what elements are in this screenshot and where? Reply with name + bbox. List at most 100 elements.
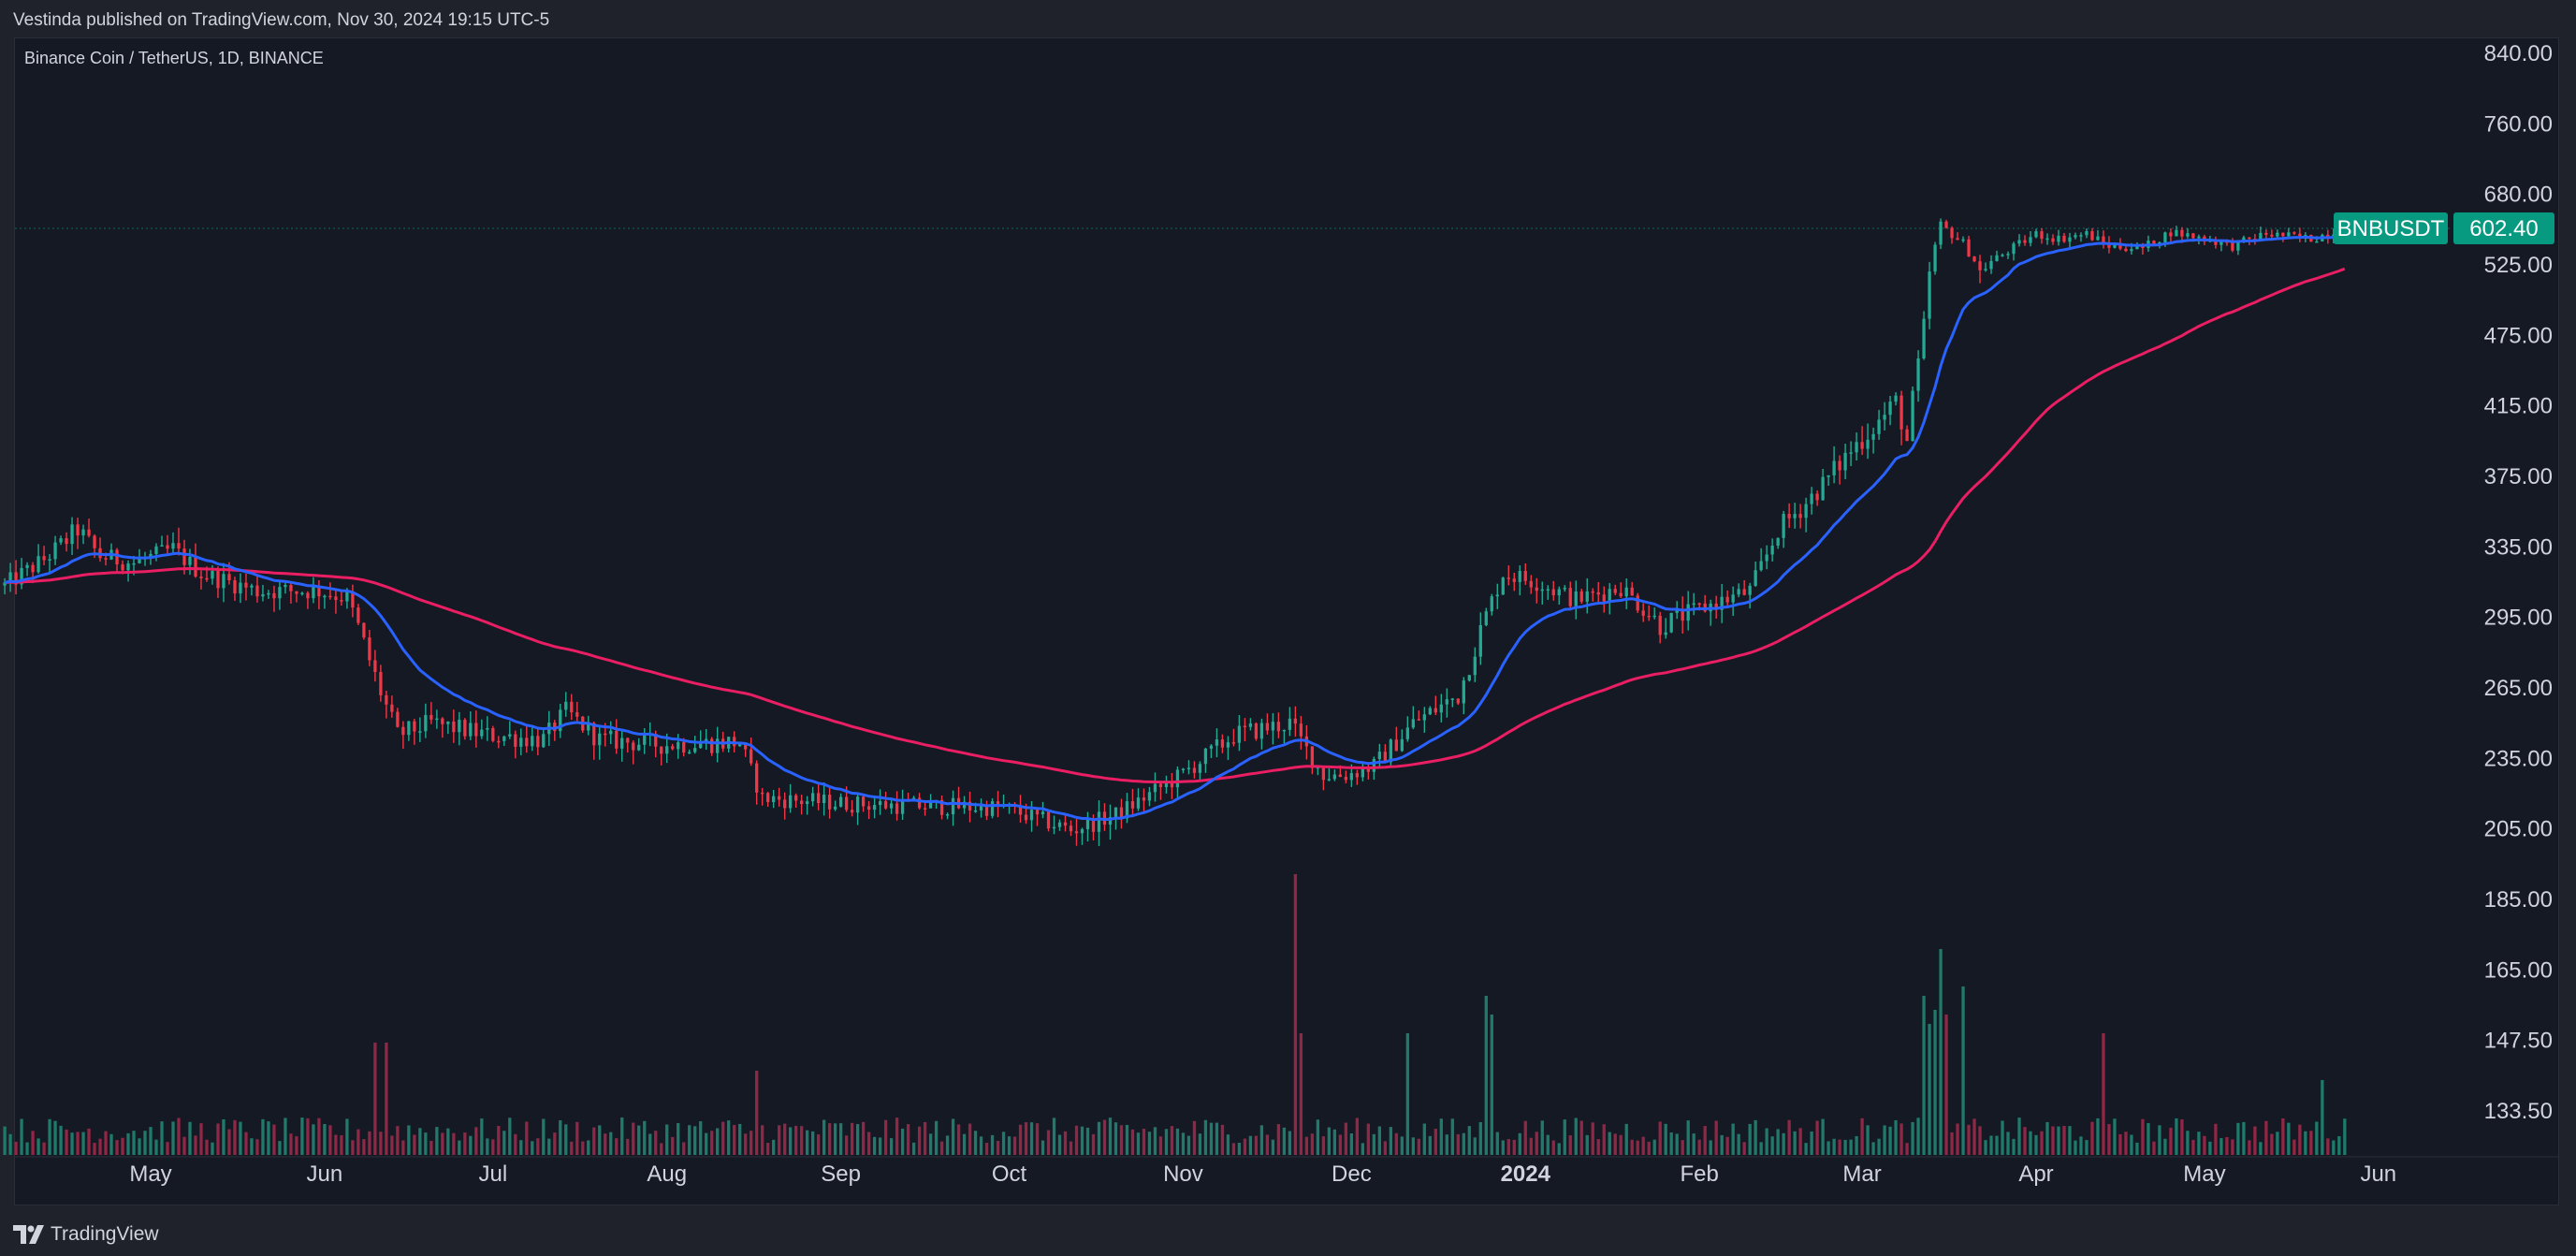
volume-bar — [1877, 1138, 1881, 1155]
volume-bar — [1377, 1126, 1381, 1155]
candle-body — [1995, 255, 1999, 261]
volume-bar — [1883, 1125, 1886, 1155]
candle-body — [323, 595, 327, 598]
candle-body — [70, 524, 74, 545]
candle-body — [660, 746, 663, 754]
candle-body — [1798, 514, 1802, 518]
volume-bar — [1389, 1127, 1392, 1155]
volume-bar — [1551, 1140, 1555, 1155]
time-tick-label: Jun — [307, 1161, 343, 1187]
volume-bar — [1995, 1135, 1999, 1155]
candlestick-chart[interactable]: 840.00 760.00 680.00 525.00 475.00 415.00 375.… — [0, 0, 2576, 1213]
volume-bar — [81, 1132, 85, 1155]
volume-bar — [1832, 1138, 1836, 1155]
volume-bar — [2029, 1131, 2032, 1155]
candle-body — [2315, 241, 2319, 243]
volume-bar — [1641, 1136, 1645, 1155]
volume-bar — [1293, 874, 1298, 1155]
candle-body — [1933, 244, 1937, 272]
candle-body — [2175, 229, 2178, 237]
candle-body — [984, 804, 989, 816]
candle-body — [2079, 235, 2083, 237]
time-tick-label: Mar — [1842, 1161, 1881, 1187]
tradingview-branding[interactable]: TradingView — [13, 1219, 159, 1250]
candle-body — [138, 559, 141, 563]
candle-body — [469, 723, 473, 737]
candle-body — [1608, 589, 1611, 602]
volume-bar — [866, 1132, 871, 1155]
candle-body — [76, 524, 80, 536]
candle-body — [1276, 722, 1281, 732]
volume-bar — [1282, 1127, 1287, 1155]
volume-bar — [1821, 1118, 1825, 1155]
volume-bar — [289, 1133, 293, 1155]
volume-bar — [575, 1121, 579, 1155]
candle-body — [1675, 609, 1679, 613]
candle-body — [850, 810, 854, 813]
time-tick-label: May — [129, 1161, 171, 1187]
volume-bar — [1776, 1129, 1780, 1155]
candle-body — [744, 743, 748, 750]
volume-bar — [1563, 1119, 1566, 1155]
volume-bar — [559, 1120, 562, 1155]
candle-body — [1248, 723, 1253, 727]
volume-bar — [1490, 1015, 1493, 1155]
candle-body — [1658, 615, 1662, 635]
volume-bar — [2102, 1033, 2105, 1155]
volume-bar — [222, 1118, 226, 1155]
volume-bar — [637, 1125, 641, 1155]
candle-body — [373, 660, 377, 673]
candle-body — [2298, 233, 2302, 238]
volume-bar — [429, 1140, 433, 1155]
candle-body — [519, 738, 523, 747]
candle-body — [261, 594, 265, 597]
volume-bar — [1664, 1123, 1667, 1155]
time-tick-label: Feb — [1680, 1161, 1718, 1187]
candle-body — [1518, 571, 1521, 582]
volume-bar — [2141, 1118, 2145, 1155]
candle-body — [2214, 240, 2218, 245]
candle-body — [1596, 591, 1600, 595]
price-tick-label: 475.00 — [2484, 323, 2553, 348]
candle-body — [1506, 577, 1510, 579]
volume-bar — [2253, 1126, 2257, 1155]
candle-body — [592, 723, 596, 746]
volume-bar — [2264, 1120, 2268, 1155]
volume-bar — [587, 1140, 590, 1155]
volume-bar — [1894, 1119, 1898, 1155]
chart-panel[interactable] — [14, 37, 2559, 1205]
volume-bar — [531, 1141, 534, 1155]
volume-bar — [2259, 1142, 2263, 1155]
volume-bar — [1405, 1033, 1409, 1155]
candle-body — [1215, 739, 1219, 746]
volume-bar — [109, 1133, 113, 1155]
candle-body — [115, 549, 119, 565]
candle-body — [2029, 237, 2032, 243]
candle-body — [2113, 244, 2117, 248]
volume-bar — [911, 1142, 916, 1155]
candle-body — [615, 730, 619, 749]
candle-body — [227, 574, 231, 580]
volume-bar — [1686, 1120, 1690, 1155]
volume-bar — [996, 1140, 1000, 1155]
candle-body — [1765, 554, 1768, 562]
volume-bar — [564, 1124, 568, 1155]
price-tick-label: 840.00 — [2484, 41, 2553, 66]
volume-bar — [514, 1133, 517, 1155]
candle-body — [598, 733, 602, 746]
candle-body — [844, 796, 849, 811]
volume-bar — [2326, 1138, 2330, 1155]
candle-body — [1417, 719, 1420, 721]
candle-body — [1888, 402, 1892, 416]
volume-bar — [36, 1138, 40, 1155]
volume-bar — [143, 1131, 147, 1155]
candle-body — [1821, 476, 1825, 501]
volume-bar — [2292, 1139, 2296, 1155]
volume-bar — [778, 1125, 781, 1155]
volume-bar — [1462, 1132, 1465, 1155]
volume-bar — [2287, 1122, 2291, 1155]
volume-bar — [1523, 1120, 1527, 1155]
volume-bar — [379, 1132, 383, 1155]
candle-body — [783, 799, 787, 809]
candle-body — [418, 731, 422, 733]
